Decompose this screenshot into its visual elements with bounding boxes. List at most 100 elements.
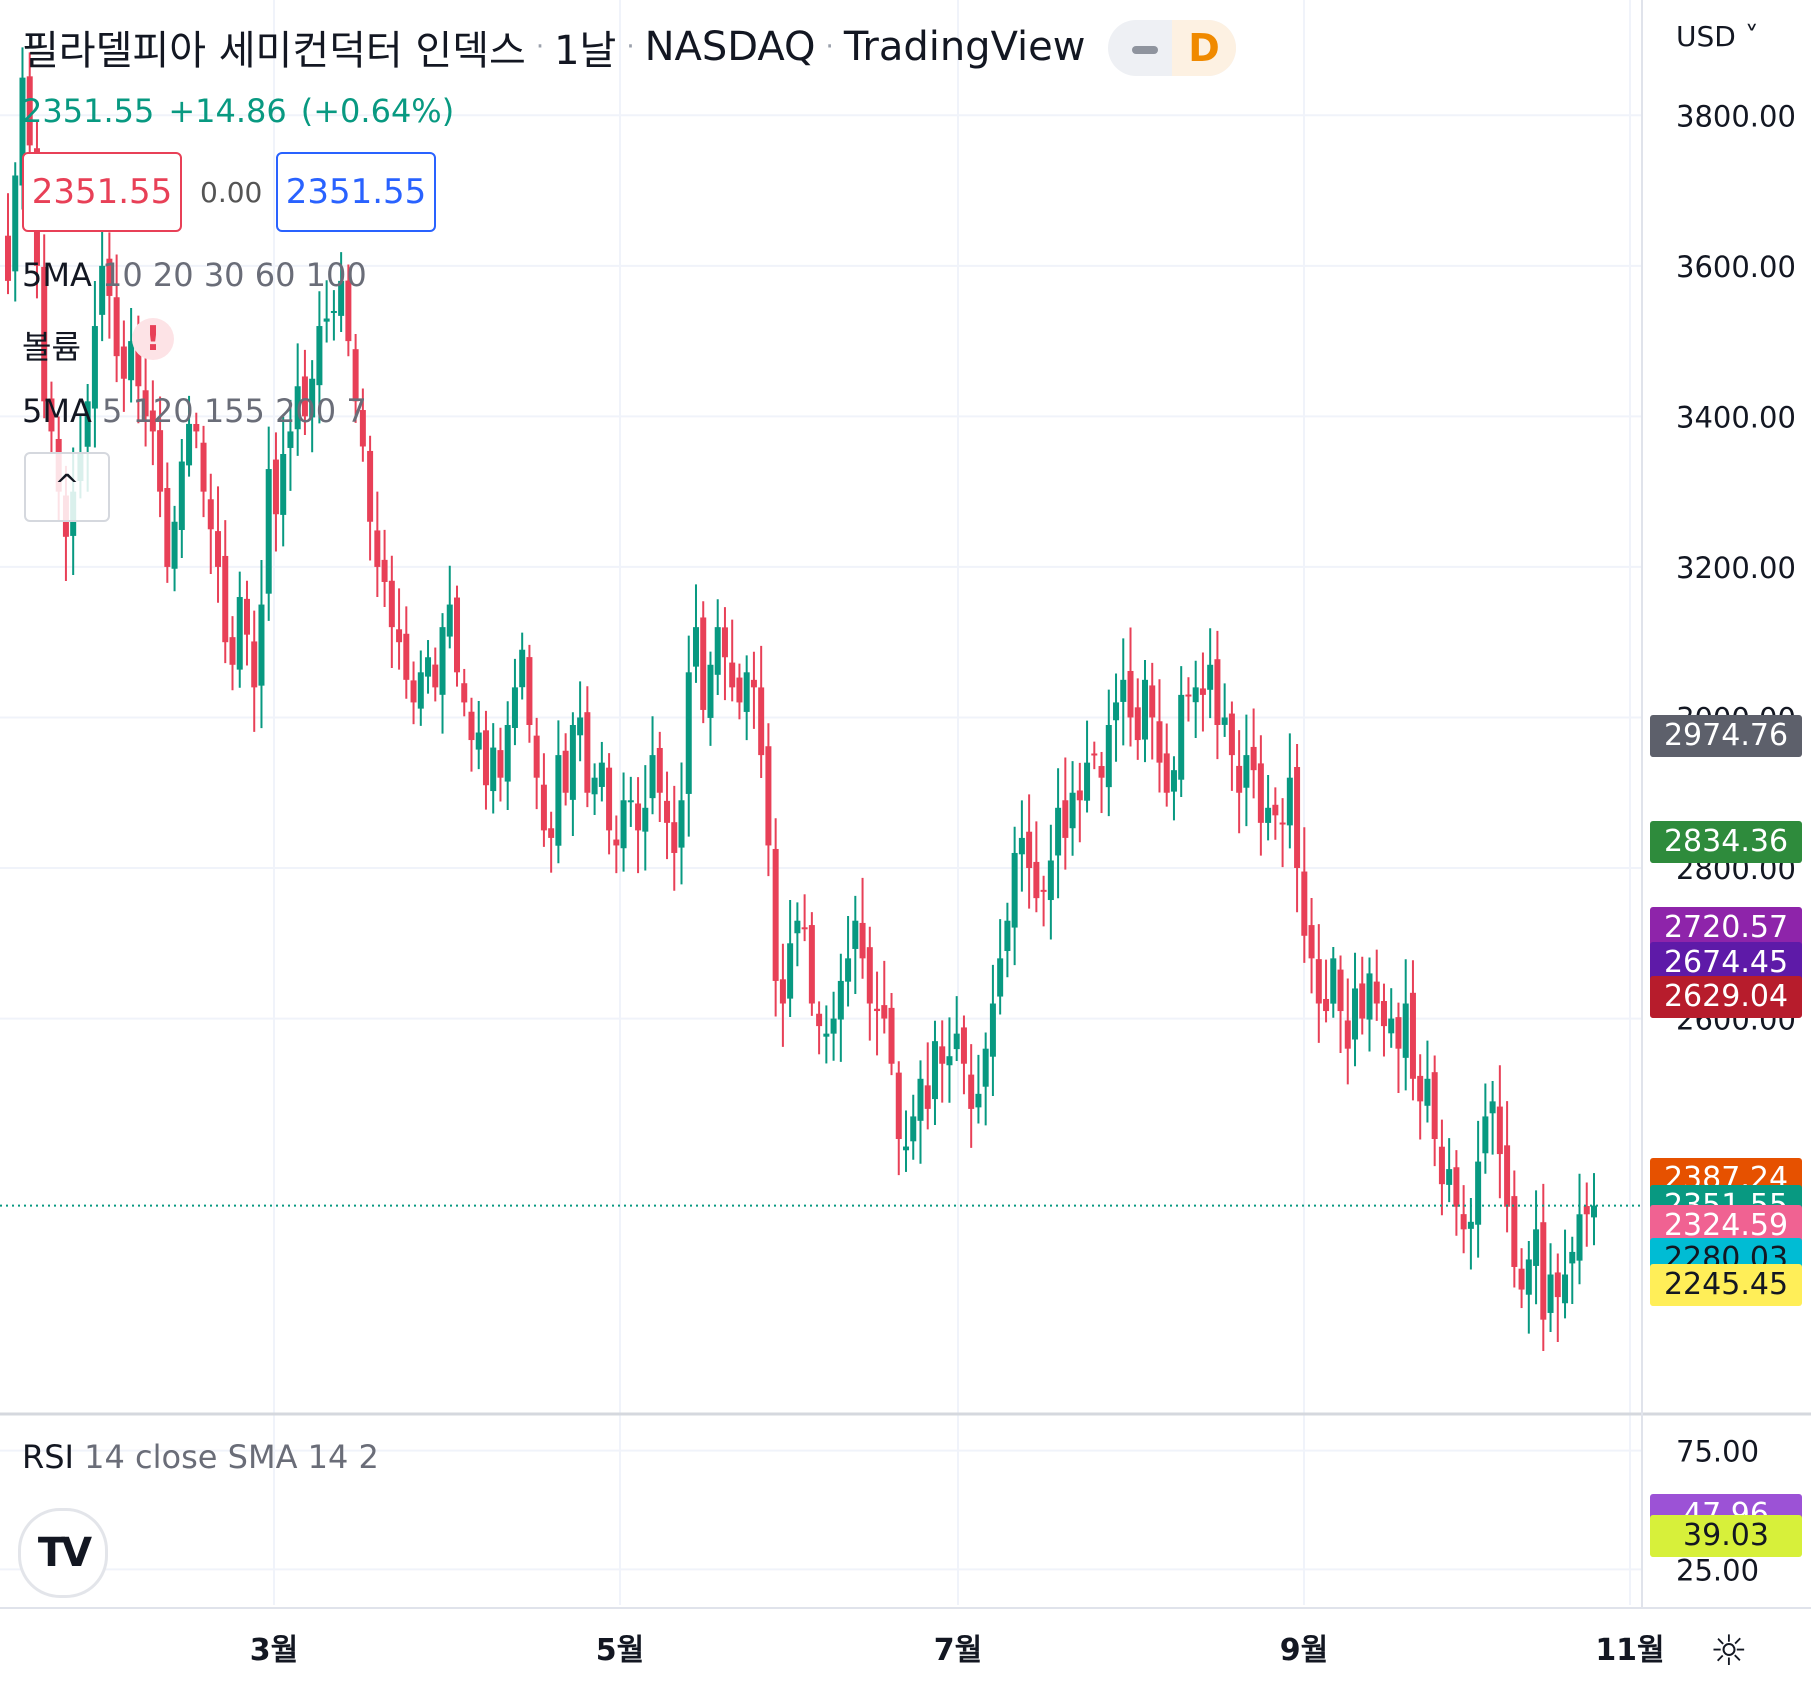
candle-body (352, 349, 359, 402)
candle-body (294, 386, 301, 430)
candle-body (1004, 920, 1011, 952)
rsi-tick-label: 75.00 (1676, 1435, 1759, 1469)
ma2-legend[interactable]: 5MA 5 120 155 200 7 (22, 392, 367, 430)
candle-body (837, 980, 844, 1020)
candle-body (1228, 713, 1235, 756)
candle-body (692, 627, 699, 667)
candle-body (338, 280, 345, 316)
candle-body (106, 258, 113, 296)
candle-body (207, 499, 214, 530)
candle-body (1265, 807, 1272, 823)
candle-body (84, 401, 91, 447)
candle-body (1098, 766, 1105, 778)
spread-value: 0.00 (200, 176, 263, 209)
candle-body (830, 1018, 837, 1034)
candle-body (265, 469, 272, 594)
chart-title[interactable]: 필라델피아 세미컨덕터 인덱스 · 1날 · NASDAQ · TradingV… (22, 18, 1086, 76)
candle-body (729, 662, 736, 688)
candle-body (903, 1146, 910, 1151)
candle-body (1569, 1251, 1576, 1264)
y-tick-label: 3200.00 (1676, 551, 1796, 585)
settings-gear-icon[interactable]: ☼ (1710, 1626, 1748, 1675)
sell-button[interactable]: 2351.55 (22, 152, 182, 232)
candle-body (1040, 889, 1047, 892)
price-tag: 2974.76 (1650, 715, 1802, 758)
candle-body (1475, 1161, 1482, 1225)
interval-label[interactable]: 1날 (554, 28, 617, 74)
candle-body (519, 649, 526, 688)
candle-body (1185, 694, 1192, 697)
candle-body (598, 762, 605, 787)
candle-body (490, 747, 497, 792)
x-tick-label: 5월 (596, 1633, 644, 1668)
candle-body (1076, 790, 1083, 801)
candle-body (939, 1046, 946, 1064)
price-change: +14.86 (168, 92, 287, 130)
candle-body (511, 687, 518, 728)
candle-body (316, 326, 323, 386)
candle-body (1120, 679, 1127, 702)
volume-legend[interactable]: 볼륨 (22, 322, 81, 368)
candle-body (772, 848, 779, 981)
candle-body (823, 1033, 830, 1037)
candle-body (497, 750, 504, 778)
candle-body (215, 531, 222, 567)
candle-body (475, 732, 482, 750)
candle-body (1576, 1214, 1583, 1261)
candle-body (1504, 1145, 1511, 1207)
candle-body (432, 664, 439, 688)
currency-selector[interactable]: USD ˅ (1676, 20, 1759, 53)
tradingview-logo-icon[interactable]: TV (18, 1508, 108, 1598)
candle-body (1417, 1075, 1424, 1102)
candle-body (171, 521, 178, 569)
candle-body (323, 318, 330, 322)
collapse-legend-button[interactable]: ^ (24, 452, 110, 522)
candle-body (1047, 860, 1054, 901)
candle-body (200, 442, 207, 492)
x-tick-label: 11월 (1595, 1633, 1664, 1668)
candle-body (1192, 687, 1199, 703)
candle-body (794, 920, 801, 934)
candle-body (374, 530, 381, 567)
candle-body (1453, 1167, 1460, 1207)
candle-body (243, 598, 250, 635)
candle-body (1257, 763, 1264, 823)
candle-body (779, 979, 786, 1004)
market-status-pill[interactable]: D (1108, 20, 1236, 76)
candle-body (461, 683, 468, 703)
last-price: 2351.55 (22, 92, 155, 130)
candle-body (1294, 767, 1301, 869)
candle-body (1344, 1020, 1351, 1049)
warning-icon[interactable]: ! (132, 318, 174, 360)
candle-body (1062, 800, 1069, 838)
symbol-name: 필라델피아 세미컨덕터 인덱스 (22, 28, 526, 74)
candle-body (1315, 959, 1322, 1004)
candle-body (577, 717, 584, 736)
candle-body (743, 672, 750, 712)
source-label: TradingView (843, 24, 1086, 70)
rsi-tag: 39.03 (1650, 1515, 1802, 1558)
candle-body (808, 925, 815, 1004)
candle-body (758, 687, 765, 756)
currency-label: USD (1676, 20, 1736, 53)
candle-body (1540, 1222, 1547, 1320)
candle-body (656, 747, 663, 793)
candle-body (895, 1072, 902, 1140)
candle-body (1272, 804, 1279, 816)
candle-body (1163, 753, 1170, 793)
buy-button[interactable]: 2351.55 (276, 152, 436, 232)
x-tick-label: 3월 (250, 1633, 298, 1668)
candle-body (1149, 685, 1156, 718)
candle-body (1323, 998, 1330, 1012)
candle-body (852, 920, 859, 949)
candle-body (417, 672, 424, 709)
rsi-legend[interactable]: RSI 14 close SMA 14 2 (22, 1438, 379, 1476)
candle-body (1467, 1221, 1474, 1229)
price-tag: 2245.45 (1650, 1264, 1802, 1307)
candle-body (997, 958, 1004, 997)
candle-body (1286, 777, 1293, 826)
candle-body (128, 341, 135, 381)
ma1-params: 10 20 30 60 100 (102, 256, 367, 294)
ma1-legend[interactable]: 5MA 10 20 30 60 100 (22, 256, 367, 294)
